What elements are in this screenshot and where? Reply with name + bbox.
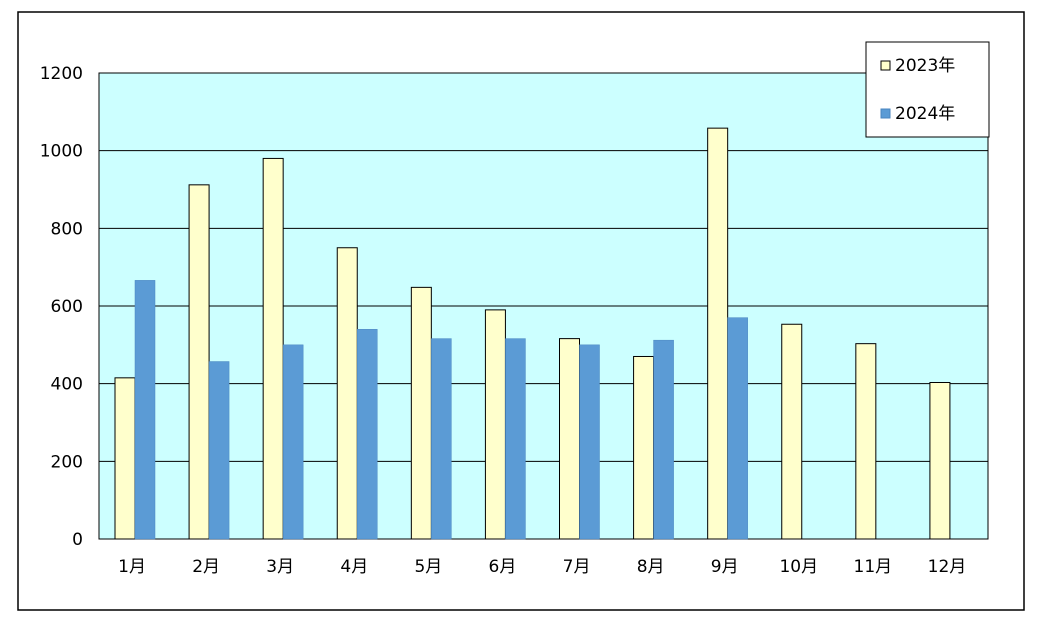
x-tick-label: 2月 — [192, 557, 220, 577]
bar-2023-4 — [336, 247, 358, 540]
bar-2023-2 — [188, 184, 210, 540]
y-axis: 0 200 400 600 800 1000 1200 — [40, 64, 83, 550]
bar-2024-3 — [282, 344, 304, 540]
x-tick-label: 9月 — [711, 557, 739, 577]
bar-2023-1 — [114, 377, 136, 540]
bar-2024-6 — [505, 338, 526, 540]
x-tick-label: 6月 — [489, 557, 517, 577]
x-tick-label: 12月 — [928, 557, 967, 577]
bar-2024-8 — [653, 339, 674, 540]
bar-2023-5 — [410, 286, 432, 540]
y-tick-label: 800 — [51, 219, 83, 239]
bar-2023-3 — [262, 157, 284, 540]
bars — [114, 127, 951, 540]
x-tick-label: 7月 — [563, 557, 591, 577]
bar-2023-10 — [781, 323, 803, 540]
bar-2023-12 — [929, 382, 951, 540]
bar-2024-1 — [134, 280, 156, 540]
legend-box — [865, 41, 990, 138]
y-tick-label: 0 — [72, 530, 83, 550]
x-tick-label: 3月 — [266, 557, 294, 577]
bar-2023-9 — [707, 127, 729, 540]
bar-2024-7 — [579, 344, 600, 540]
bar-2023-6 — [484, 309, 506, 540]
bar-2024-9 — [727, 317, 748, 540]
bar-2023-7 — [559, 338, 580, 540]
x-tick-label: 1月 — [118, 557, 146, 577]
legend-swatch — [880, 108, 891, 119]
y-tick-label: 400 — [51, 375, 83, 395]
legend: 2023年 2024年 — [865, 41, 990, 138]
bar-2024-4 — [357, 329, 378, 540]
legend-label: 2023年 — [895, 56, 955, 76]
y-tick-label: 600 — [51, 297, 83, 317]
y-tick-label: 1000 — [40, 142, 83, 162]
x-tick-label: 4月 — [340, 557, 368, 577]
legend-label: 2024年 — [895, 104, 955, 124]
x-tick-label: 8月 — [637, 557, 665, 577]
x-axis: 1月 2月 3月 4月 5月 6月 7月 8月 9月 10月 11月 12月 — [118, 557, 966, 577]
bar-2023-8 — [633, 355, 655, 540]
bar-2023-11 — [855, 343, 877, 540]
bar-2024-2 — [208, 361, 230, 540]
x-tick-label: 11月 — [854, 557, 893, 577]
y-tick-label: 1200 — [40, 64, 83, 84]
x-tick-label: 5月 — [414, 557, 442, 577]
legend-swatch — [880, 60, 891, 71]
grid-lines — [99, 72, 988, 540]
bar-2024-5 — [431, 338, 452, 540]
y-tick-label: 200 — [51, 452, 83, 472]
x-tick-label: 10月 — [779, 557, 818, 577]
